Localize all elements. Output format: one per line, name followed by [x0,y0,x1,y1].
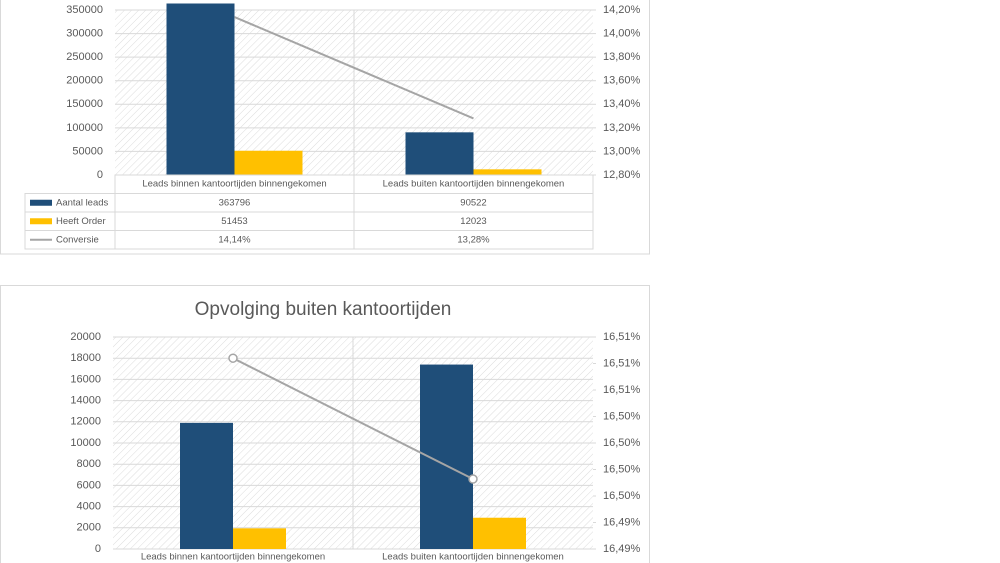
y-tick-label: 14000 [70,395,101,407]
y-tick-label: 2000 [77,522,101,534]
x-tick-label: Leads binnen kantoortijden binnengekomen [142,179,326,190]
bar [234,150,303,175]
legend-label: Conversie [56,234,99,245]
y2-tick-label: 14,20% [603,4,641,16]
y-tick-label: 50000 [72,145,103,157]
x-tick-label: Leads buiten kantoortijden binnengekomen [382,552,564,563]
y-tick-label: 10000 [70,437,101,449]
y-tick-label: 8000 [77,458,101,470]
y-tick-label: 100000 [66,122,103,134]
y2-tick-label: 16,50% [603,437,641,449]
y2-tick-label: 16,49% [603,543,641,555]
bar [166,3,235,176]
y-tick-label: 6000 [77,479,101,491]
y2-tick-label: 16,49% [603,516,641,528]
y2-tick-label: 16,51% [603,331,641,343]
table-value: 12023 [460,216,486,227]
line-marker [228,353,238,363]
x-tick-label: Leads buiten kantoortijden binnengekomen [383,179,565,190]
legend-label: Aantal leads [56,197,109,208]
y-tick-label: 4000 [77,501,101,513]
y2-tick-label: 12,80% [603,169,641,181]
table-value: 13,28% [457,234,490,245]
y2-tick-label: 16,50% [603,490,641,502]
bar [473,169,542,175]
x-tick-label: Leads binnen kantoortijden binnengekomen [141,552,325,563]
line [232,357,474,480]
y2-tick-label: 16,51% [603,357,641,369]
line-marker [468,474,478,484]
y-tick-label: 20000 [70,331,101,343]
legend-label: Heeft Order [56,216,106,227]
chart-title: Opvolging buiten kantoortijden [195,299,452,320]
bar [473,517,526,549]
y2-tick-label: 13,80% [603,51,641,63]
y2-tick-label: 14,00% [603,27,641,39]
line [234,16,474,120]
y-tick-label: 18000 [70,352,101,364]
y-tick-label: 12000 [70,416,101,428]
y-tick-label: 350000 [66,4,103,16]
y2-tick-label: 16,51% [603,384,641,396]
y-tick-label: 0 [95,543,101,555]
y2-tick-label: 16,50% [603,463,641,475]
y-tick-label: 250000 [66,51,103,63]
table-value: 363796 [219,197,251,208]
y-tick-label: 200000 [66,75,103,87]
table-value: 51453 [221,216,247,227]
legend-key [30,218,52,225]
y-tick-label: 150000 [66,98,103,110]
y2-tick-label: 16,50% [603,410,641,422]
table-value: 90522 [460,197,486,208]
bar [180,422,233,549]
table-value: 14,14% [218,234,251,245]
y2-tick-label: 13,00% [603,145,641,157]
bar [233,528,286,549]
y-tick-label: 16000 [70,373,101,385]
bar [405,132,474,175]
y2-tick-label: 13,40% [603,98,641,110]
y2-tick-label: 13,60% [603,75,641,87]
y2-tick-label: 13,20% [603,122,641,134]
y-tick-label: 0 [97,169,103,181]
y-tick-label: 300000 [66,27,103,39]
legend-key [30,199,52,206]
